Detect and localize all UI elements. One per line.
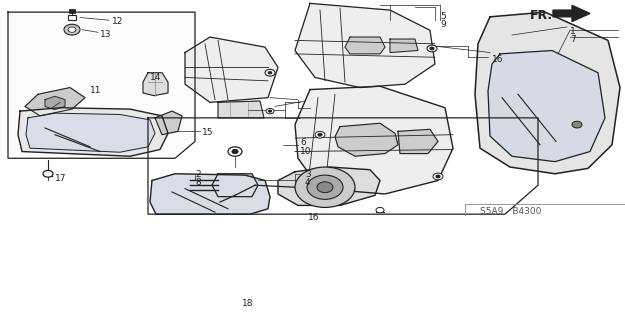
Circle shape	[430, 47, 434, 50]
Text: FR.: FR.	[530, 9, 553, 22]
Circle shape	[376, 207, 384, 213]
Polygon shape	[185, 37, 278, 102]
Circle shape	[228, 147, 242, 156]
Text: 11: 11	[90, 86, 101, 95]
Circle shape	[68, 27, 76, 32]
Text: 1: 1	[570, 27, 576, 36]
Text: 10: 10	[300, 147, 311, 156]
Text: 9: 9	[440, 20, 446, 29]
Circle shape	[436, 175, 440, 178]
Polygon shape	[212, 174, 258, 197]
Circle shape	[266, 108, 274, 114]
Polygon shape	[150, 174, 270, 214]
Circle shape	[265, 69, 275, 76]
Text: 3: 3	[305, 170, 311, 179]
Text: 17: 17	[55, 174, 66, 183]
Text: 16: 16	[308, 213, 319, 222]
Polygon shape	[398, 129, 438, 154]
Circle shape	[572, 121, 582, 128]
Text: 16: 16	[492, 55, 504, 64]
Polygon shape	[335, 123, 398, 156]
Polygon shape	[295, 86, 453, 194]
Polygon shape	[45, 96, 65, 110]
Text: 12: 12	[112, 17, 123, 26]
Bar	[68, 15, 76, 20]
Polygon shape	[25, 88, 85, 116]
Text: 5: 5	[440, 12, 446, 21]
Circle shape	[64, 24, 80, 35]
Polygon shape	[345, 37, 385, 54]
Circle shape	[268, 71, 272, 74]
Circle shape	[232, 149, 238, 154]
Circle shape	[315, 131, 325, 138]
Polygon shape	[8, 12, 195, 158]
Polygon shape	[143, 73, 168, 96]
Circle shape	[318, 133, 322, 136]
Polygon shape	[278, 167, 380, 205]
Polygon shape	[26, 113, 155, 152]
Text: 18: 18	[242, 299, 254, 308]
Text: 4: 4	[305, 179, 311, 188]
Circle shape	[427, 45, 437, 52]
Circle shape	[43, 170, 53, 177]
Text: 6: 6	[300, 138, 306, 147]
Text: 13: 13	[100, 30, 111, 39]
Text: 15: 15	[202, 128, 214, 137]
Text: 8: 8	[195, 178, 201, 187]
Circle shape	[433, 173, 443, 180]
Text: 7: 7	[570, 35, 576, 44]
Circle shape	[307, 175, 343, 199]
Polygon shape	[488, 51, 605, 162]
Circle shape	[317, 182, 333, 193]
Text: 2: 2	[195, 170, 201, 179]
Circle shape	[295, 167, 355, 207]
Circle shape	[269, 110, 271, 112]
Text: 14: 14	[150, 73, 161, 82]
Polygon shape	[155, 111, 182, 135]
Polygon shape	[390, 39, 418, 52]
Polygon shape	[553, 5, 590, 21]
Polygon shape	[295, 4, 435, 88]
Text: S5A9 - B4300: S5A9 - B4300	[480, 207, 541, 216]
Bar	[69, 9, 75, 13]
Polygon shape	[218, 101, 264, 118]
Polygon shape	[475, 12, 620, 174]
Polygon shape	[18, 108, 168, 156]
